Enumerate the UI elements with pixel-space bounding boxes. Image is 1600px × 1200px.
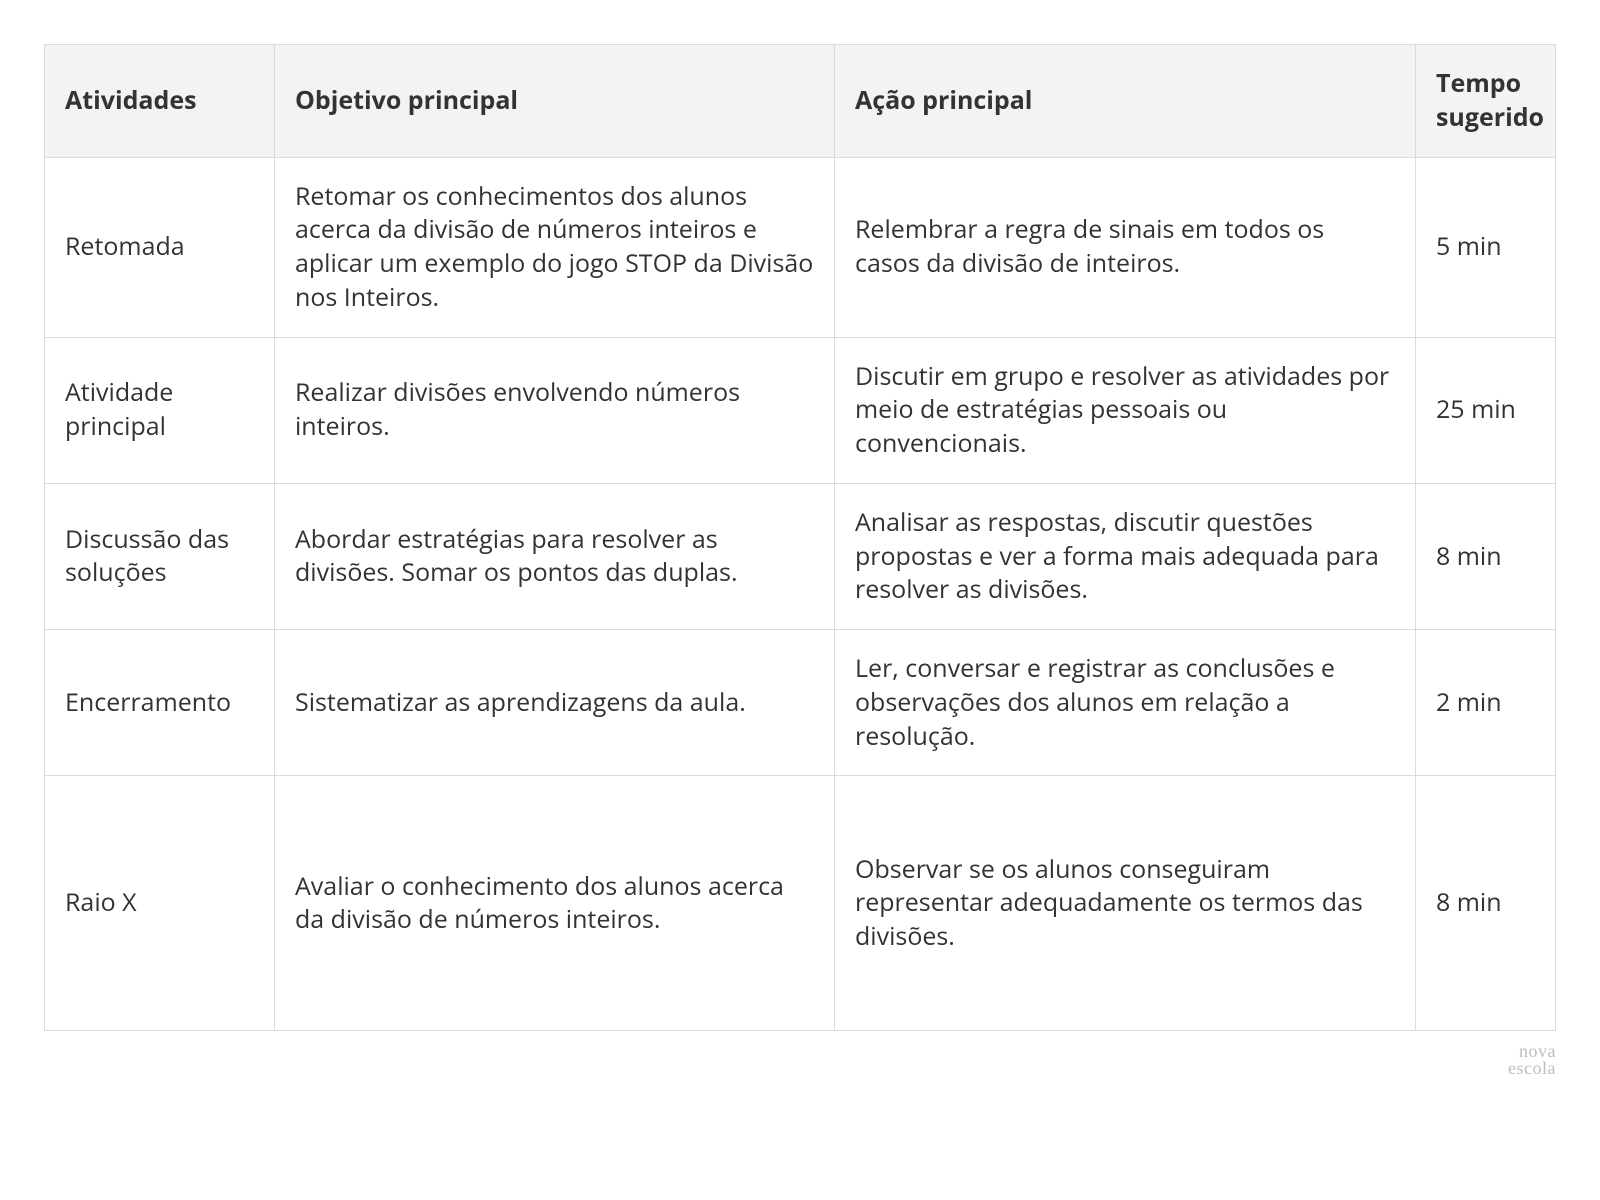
cell-objetivo: Sistematizar as aprendizagens da aula. [275, 630, 835, 776]
cell-tempo: 25 min [1416, 337, 1556, 483]
cell-objetivo: Realizar divisões envolvendo números int… [275, 337, 835, 483]
cell-objetivo: Abordar estratégias para resolver as div… [275, 483, 835, 629]
cell-tempo: 2 min [1416, 630, 1556, 776]
table-row: Discussão das soluções Abordar estratégi… [45, 483, 1556, 629]
col-header-atividades: Atividades [45, 45, 275, 158]
col-header-acao: Ação principal [835, 45, 1416, 158]
cell-acao: Ler, conversar e registrar as conclusões… [835, 630, 1416, 776]
col-header-tempo: Tempo sugerido [1416, 45, 1556, 158]
cell-atividade: Retomada [45, 157, 275, 337]
cell-atividade: Atividade principal [45, 337, 275, 483]
table-row: Retomada Retomar os conhecimentos dos al… [45, 157, 1556, 337]
table-row: Raio X Avaliar o conhecimento dos alunos… [45, 776, 1556, 1031]
table-row: Atividade principal Realizar divisões en… [45, 337, 1556, 483]
cell-tempo: 8 min [1416, 483, 1556, 629]
brand-logo-line1: nova [0, 1043, 1556, 1060]
brand-logo-line2: escola [0, 1060, 1556, 1077]
cell-acao: Observar se os alunos conseguiram repres… [835, 776, 1416, 1031]
cell-atividade: Discussão das soluções [45, 483, 275, 629]
cell-atividade: Encerramento [45, 630, 275, 776]
lesson-plan-table: Atividades Objetivo principal Ação princ… [44, 44, 1556, 1031]
brand-logo: nova escola [0, 1031, 1600, 1077]
table-row: Encerramento Sistematizar as aprendizage… [45, 630, 1556, 776]
col-header-objetivo: Objetivo principal [275, 45, 835, 158]
table-header-row: Atividades Objetivo principal Ação princ… [45, 45, 1556, 158]
cell-acao: Discutir em grupo e resolver as atividad… [835, 337, 1416, 483]
cell-acao: Analisar as respostas, discutir questões… [835, 483, 1416, 629]
cell-acao: Relembrar a regra de sinais em todos os … [835, 157, 1416, 337]
cell-tempo: 8 min [1416, 776, 1556, 1031]
cell-objetivo: Avaliar o conhecimento dos alunos acerca… [275, 776, 835, 1031]
cell-atividade: Raio X [45, 776, 275, 1031]
cell-tempo: 5 min [1416, 157, 1556, 337]
cell-objetivo: Retomar os conhecimentos dos alunos acer… [275, 157, 835, 337]
